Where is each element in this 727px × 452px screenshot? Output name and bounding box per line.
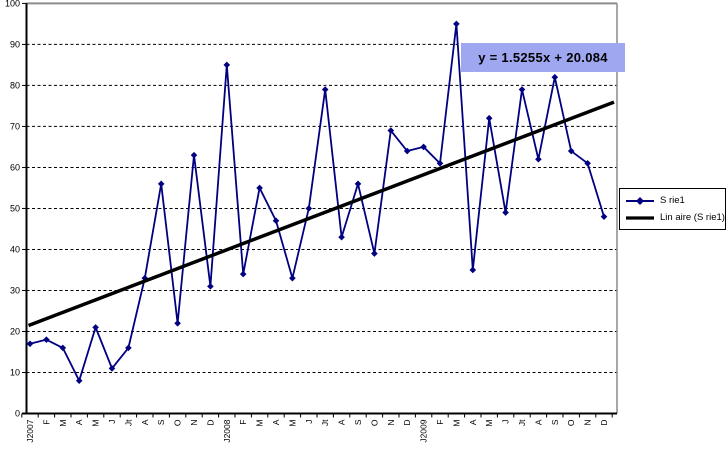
legend: S rie1 Lin aire (S rie1) (619, 188, 726, 230)
data-point-marker (92, 324, 99, 331)
x-axis-label: D (599, 420, 609, 426)
data-point-marker (338, 233, 345, 241)
legend-trendline-label: Lin aire (S rie1) (660, 211, 725, 223)
y-axis-label: 10 (10, 368, 20, 378)
data-point-marker (289, 274, 296, 282)
data-point-marker (420, 143, 427, 151)
x-axis-label: S (156, 419, 166, 425)
y-axis-label: 30 (10, 286, 20, 296)
x-axis-label: J2008 (222, 419, 232, 442)
x-axis-label: N (386, 420, 396, 426)
trendline (27, 100, 615, 328)
data-point-marker (403, 147, 411, 155)
y-axis-label: 90 (10, 40, 20, 50)
data-point-marker (321, 86, 329, 93)
x-axis-label: Jt (320, 419, 330, 426)
x-axis-label: J (304, 420, 314, 424)
y-axis-label: 60 (10, 163, 20, 173)
x-axis-label: F (238, 420, 248, 425)
legend-item-trendline: Lin aire (S rie1) (625, 209, 725, 226)
x-axis-label: F (435, 420, 445, 425)
data-point-marker (371, 250, 378, 257)
data-point-marker (223, 61, 231, 69)
data-point-marker (453, 20, 460, 28)
data-point-marker (207, 283, 214, 290)
x-axis-label: Jt (517, 419, 527, 426)
data-point-marker (354, 180, 362, 188)
data-point-marker (584, 160, 591, 167)
trendline-swatch-icon (626, 215, 654, 220)
data-point-marker (75, 377, 83, 384)
x-axis-label: S (353, 419, 363, 425)
x-axis-label: N (189, 420, 199, 426)
series-line (29, 23, 605, 382)
data-point-marker (551, 73, 559, 81)
data-point-marker (141, 274, 149, 282)
data-point-marker (535, 155, 542, 163)
legend-item-series: S rie1 (625, 192, 725, 209)
data-point-marker (26, 340, 34, 348)
y-axis-label: 0 (15, 409, 20, 419)
legend-series-label: S rie1 (660, 194, 685, 206)
x-axis-label: A (468, 419, 478, 425)
data-point-marker (190, 151, 198, 159)
x-axis-label: M (91, 420, 101, 427)
x-axis-label: Jt (123, 419, 133, 426)
data-point-marker (125, 344, 132, 352)
y-axis-label: 50 (10, 204, 20, 214)
data-point-marker (600, 213, 608, 220)
y-axis-label: 20 (10, 327, 20, 337)
data-point-marker (469, 266, 477, 274)
x-axis-label: M (484, 420, 494, 427)
data-point-marker (436, 160, 444, 167)
data-point-marker (256, 184, 263, 192)
x-axis-label: A (74, 419, 84, 425)
x-axis-label: J2007 (25, 419, 35, 442)
x-axis-label: J2009 (419, 419, 429, 442)
x-axis-label: M (58, 420, 68, 427)
x-axis-label: N (583, 420, 593, 426)
y-axis-label: 80 (10, 81, 20, 91)
x-axis-label: A (271, 419, 281, 425)
x-axis-label: S (550, 419, 560, 425)
data-point-marker (567, 147, 575, 155)
x-axis-label: D (402, 420, 412, 426)
data-point-marker (502, 209, 509, 216)
data-point-marker (43, 336, 50, 343)
data-point-marker (239, 270, 247, 278)
data-point-marker (108, 365, 116, 372)
data-point-marker (157, 180, 165, 188)
data-point-marker (272, 217, 280, 225)
y-axis-label: 40 (10, 245, 20, 255)
data-point-marker (518, 86, 526, 93)
data-point-marker (59, 344, 67, 352)
x-axis-label: A (140, 419, 150, 425)
x-axis-label: O (369, 419, 379, 426)
trendline-equation-label: y = 1.5255x + 20.084 (461, 43, 625, 72)
x-axis-label: O (173, 419, 183, 426)
x-axis-label: M (451, 420, 461, 427)
x-axis-label: A (533, 419, 543, 425)
x-axis-label: D (205, 420, 215, 426)
x-axis-label: F (41, 420, 51, 425)
x-axis-label: M (287, 420, 297, 427)
y-axis-label: 100 (5, 0, 20, 9)
data-point-marker (174, 319, 181, 327)
x-axis-label: M (255, 420, 265, 427)
data-point-marker (387, 127, 395, 134)
x-axis-label: A (337, 419, 347, 425)
x-axis-label: J (107, 420, 117, 424)
series-line-swatch-icon (626, 196, 654, 205)
x-axis-label: J (501, 419, 511, 423)
x-axis-label: O (566, 419, 576, 426)
y-axis-label: 70 (10, 122, 20, 132)
data-point-marker (305, 205, 313, 212)
data-point-marker (485, 114, 493, 122)
